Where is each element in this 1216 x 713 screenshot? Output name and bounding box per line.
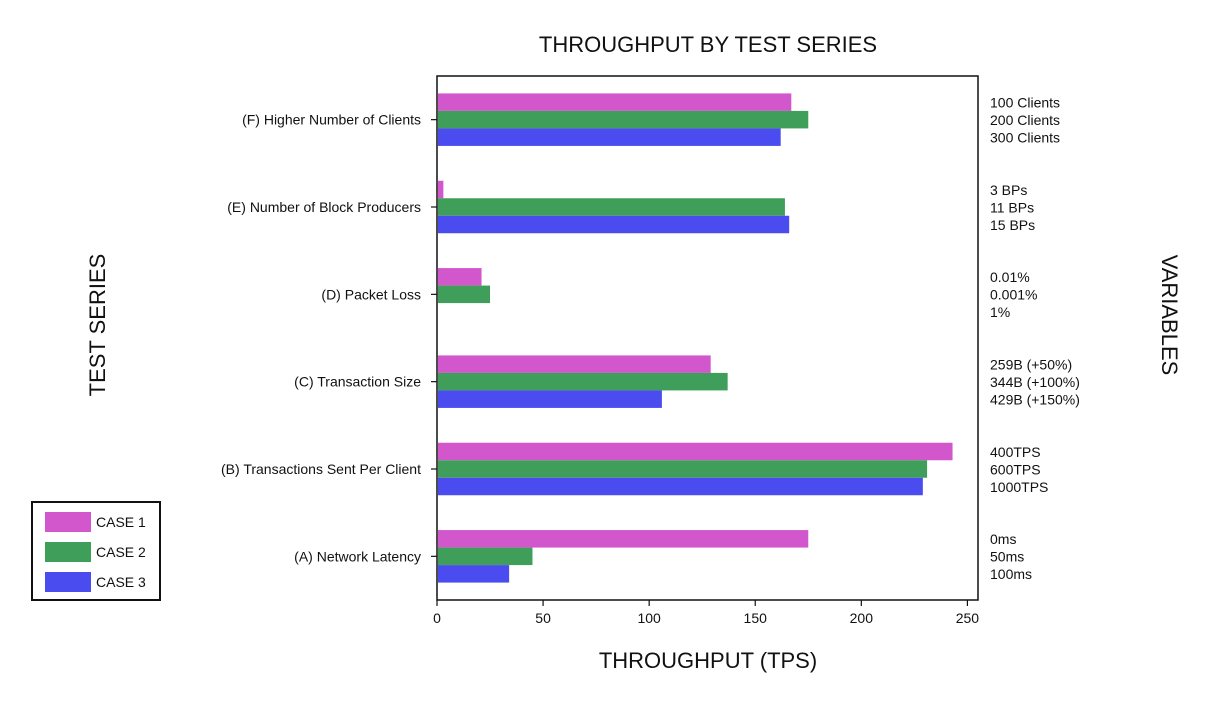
- legend-label: CASE 2: [96, 544, 146, 560]
- variable-label: 50ms: [990, 549, 1024, 565]
- bar: [438, 390, 662, 408]
- variable-label: 11 BPs: [990, 199, 1034, 215]
- legend-swatch: [45, 572, 91, 592]
- variable-label: 100ms: [990, 566, 1032, 582]
- legend-label: CASE 3: [96, 574, 146, 590]
- bar: [438, 285, 491, 304]
- bar: [438, 93, 792, 111]
- bar: [438, 110, 809, 129]
- variable-label: 1000TPS: [990, 479, 1048, 495]
- bar: [438, 372, 728, 391]
- bar: [438, 198, 785, 216]
- x-tick-label: 150: [744, 610, 768, 626]
- legend-swatch: [45, 512, 91, 532]
- variable-label: 300 Clients: [990, 129, 1060, 145]
- x-tick-label: 200: [850, 610, 874, 626]
- plot-frame: [436, 75, 979, 601]
- bar: [438, 460, 928, 478]
- bar: [438, 442, 953, 461]
- variable-label: 0ms: [990, 531, 1016, 547]
- category-label: (C) Transaction Size: [294, 374, 421, 390]
- legend: CASE 1 CASE 2 CASE 3: [31, 501, 161, 601]
- x-tick-label: 50: [535, 610, 551, 626]
- variable-label: 344B (+100%): [990, 374, 1080, 390]
- bar: [438, 268, 482, 286]
- category-label: (F) Higher Number of Clients: [242, 112, 421, 128]
- bar: [438, 565, 510, 583]
- bar: [438, 180, 444, 199]
- variable-label: 15 BPs: [990, 217, 1035, 233]
- category-label: (B) Transactions Sent Per Client: [221, 461, 421, 477]
- variable-label: 600TPS: [990, 461, 1041, 477]
- variable-label: 100 Clients: [990, 94, 1060, 110]
- x-tick-label: 0: [433, 610, 441, 626]
- x-axis-title: THROUGHPUT (TPS): [599, 648, 817, 673]
- category-label: (E) Number of Block Producers: [227, 199, 421, 215]
- variable-label: 429B (+150%): [990, 391, 1080, 407]
- variable-label: 0.001%: [990, 287, 1037, 303]
- bar: [438, 355, 711, 373]
- chart-title: THROUGHPUT BY TEST SERIES: [539, 32, 877, 57]
- category-label: (A) Network Latency: [294, 548, 421, 564]
- bar: [438, 215, 790, 234]
- legend-swatch: [45, 542, 91, 562]
- variable-label: 400TPS: [990, 444, 1041, 460]
- x-tick-label: 100: [637, 610, 661, 626]
- plot-area: 0 50 100 150 200 250 (A) Network Latency 0ms 50m…: [221, 75, 1080, 626]
- variable-label: 200 Clients: [990, 112, 1060, 128]
- y-axis-title: TEST SERIES: [85, 254, 110, 397]
- category-label: (D) Packet Loss: [321, 286, 421, 302]
- bar: [438, 128, 781, 146]
- variable-label: 259B (+50%): [990, 356, 1072, 372]
- right-axis-title: VARIABLES: [1157, 255, 1182, 376]
- variable-label: 0.01%: [990, 269, 1030, 285]
- bar: [438, 547, 533, 566]
- x-tick-label: 250: [956, 610, 980, 626]
- legend-label: CASE 1: [96, 514, 146, 530]
- bar: [438, 477, 923, 496]
- bar: [438, 530, 809, 548]
- variable-label: 1%: [990, 304, 1010, 320]
- variable-label: 3 BPs: [990, 182, 1027, 198]
